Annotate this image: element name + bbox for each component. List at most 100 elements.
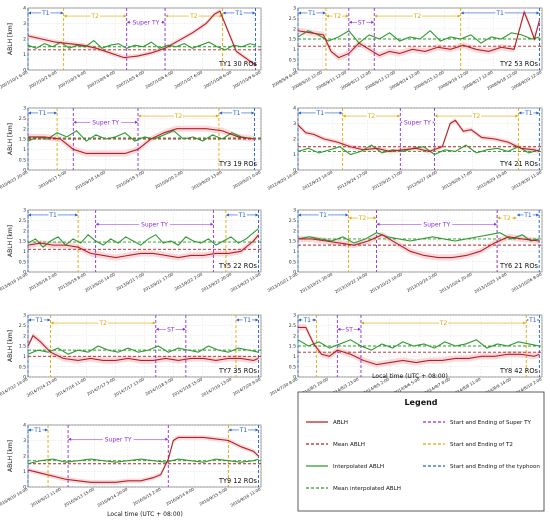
phase-label-bg xyxy=(421,220,453,228)
phase-label-bg xyxy=(232,109,242,116)
phase-label: ST xyxy=(345,326,353,333)
y-tick-label: 0 xyxy=(23,68,26,74)
panel-label: TY5 22 ROs xyxy=(218,262,258,270)
x-tick-label: 2007/10/8 6:00 xyxy=(203,69,233,89)
phase-label-bg xyxy=(90,118,122,126)
x-tick-label: 2014/7/16 11:00 xyxy=(55,376,87,398)
ablh-uncertainty-band xyxy=(28,231,259,261)
phase-label: Super TY xyxy=(92,119,119,126)
panel-label: TY4 21 ROs xyxy=(499,160,539,168)
y-tick-label: 1 xyxy=(293,47,296,53)
phase-label: T2 xyxy=(472,113,481,120)
y-tick-label: 0 xyxy=(23,168,26,174)
phase-label: ST xyxy=(358,19,366,26)
legend-item-mean-interp: Mean interpolated ABLH xyxy=(306,486,401,492)
interpolated-ablh-line xyxy=(297,144,540,156)
y-tick-label: 1.5 xyxy=(289,37,296,43)
phase-label-bg xyxy=(98,319,108,326)
phase-label: T1 xyxy=(35,317,44,324)
phase-label: T1 xyxy=(239,427,248,434)
y-tick-label: 1 xyxy=(23,52,26,58)
x-tick-label: 2014/7/30 8:00 xyxy=(269,376,299,396)
ablh-uncertainty-band xyxy=(298,9,540,61)
interpolated-ablh-line xyxy=(27,130,255,142)
x-tick-label: 2013/9/22 2:00 xyxy=(173,271,203,291)
phase-label-bg xyxy=(357,214,368,221)
y-tick-label: 2.5 xyxy=(19,323,26,329)
y-tick-label: 0.5 xyxy=(289,259,296,265)
ablh-line xyxy=(297,119,540,152)
y-tick-label: 1.5 xyxy=(19,344,26,350)
y-tick-label: 1 xyxy=(23,147,26,153)
phase-label-bg xyxy=(412,12,423,19)
y-tick-label: 0.5 xyxy=(19,157,26,163)
phase-label: T1 xyxy=(318,212,327,219)
ablh-line xyxy=(298,234,540,259)
y-tick-label: 2 xyxy=(293,26,296,32)
y-tick-label: 0 xyxy=(293,375,296,381)
y-tick-label: 3 xyxy=(23,106,26,112)
phase-label-bg xyxy=(307,9,317,16)
y-tick-label: 2 xyxy=(23,37,26,43)
y-axis-label: ABLH [km] xyxy=(7,440,14,472)
y-tick-label: 1.5 xyxy=(289,239,296,245)
x-tick-label: 2014/7/12 14:00 xyxy=(0,376,29,398)
x-tick-label: 2007/10/5 6:00 xyxy=(115,69,145,89)
x-tick-label: 2012/9/28 17:00 xyxy=(441,169,473,191)
y-axis-label: ABLH [km] xyxy=(7,23,14,55)
x-tick-label: 2014/7/14 23:00 xyxy=(26,376,58,398)
x-tick-label: 2016/9/15 5:00 xyxy=(198,486,228,506)
x-tick-label: 2013/9/20 14:00 xyxy=(84,271,116,293)
phase-label: T1 xyxy=(495,10,504,17)
x-tick-label: 2007/10/3 6:00 xyxy=(57,69,87,89)
x-tick-label: 2016/9/13 15:00 xyxy=(63,486,95,508)
x-tick-label: 2012/9/20 14:00 xyxy=(266,169,298,191)
phase-arrowhead xyxy=(298,11,326,15)
legend-label: ABLH xyxy=(333,420,348,426)
y-tick-label: 0 xyxy=(23,375,26,381)
x-tick-label: 2010/9/19 3:00 xyxy=(115,169,145,189)
phase-label-bg xyxy=(33,426,43,433)
phase-label: T2 xyxy=(358,215,367,222)
panel-label: TY3 19 ROs xyxy=(218,160,258,168)
ablh-line xyxy=(27,10,256,66)
phase-label: T1 xyxy=(38,110,47,117)
y-axis-label: ABLH [km] xyxy=(7,225,14,257)
phase-label-bg xyxy=(332,12,342,19)
legend-item-super-ty: Start and Ending of Super TY xyxy=(423,420,532,426)
phase-label-bg xyxy=(130,18,162,26)
phase-label: T2 xyxy=(174,113,183,120)
y-tick-label: 2 xyxy=(23,333,26,339)
y-tick-label: 0 xyxy=(23,485,26,491)
phase-label: T1 xyxy=(302,317,311,324)
x-tick-label: 2013/10/22 14:00 xyxy=(334,271,369,294)
y-tick-label: 3 xyxy=(23,21,26,27)
x-axis-label-bottom-left: Local time (UTC + 08:00) xyxy=(107,511,183,518)
phase-label-bg xyxy=(166,325,176,333)
y-tick-label: 3 xyxy=(293,6,296,12)
phase-label-bg xyxy=(139,220,170,228)
phase-label: T1 xyxy=(48,212,57,219)
y-tick-label: 0.5 xyxy=(19,364,26,370)
y-tick-label: 4 xyxy=(23,6,26,12)
phase-label: T1 xyxy=(41,10,50,17)
x-tick-label: 2016/9/16 11:00 xyxy=(229,486,261,508)
phase-label-bg xyxy=(173,112,184,119)
phase-label: Super TY xyxy=(132,19,159,26)
panel-label: TY2 53 ROs xyxy=(499,60,539,68)
x-tick-label: 2012/9/30 11:00 xyxy=(510,169,542,191)
x-tick-label: 2010/9/17 5:00 xyxy=(38,169,68,189)
x-tick-label: 2014/7/19 13:00 xyxy=(200,376,232,398)
legend-item-typhoon: Start and Ending of the typhoon xyxy=(423,464,540,470)
ablh-line xyxy=(28,128,255,155)
x-tick-label: 2016/9/14 8:00 xyxy=(165,486,195,506)
x-tick-label: 2014/7/17 5:00 xyxy=(86,376,116,396)
panel-label: TY8 42 ROs xyxy=(499,367,539,375)
panel-ty3: 0 0.5 1 1.5 2 2.5 3 2010/9/15 20:00 2010/9/17 5:… xyxy=(0,106,262,191)
phase-label-bg xyxy=(439,319,449,326)
